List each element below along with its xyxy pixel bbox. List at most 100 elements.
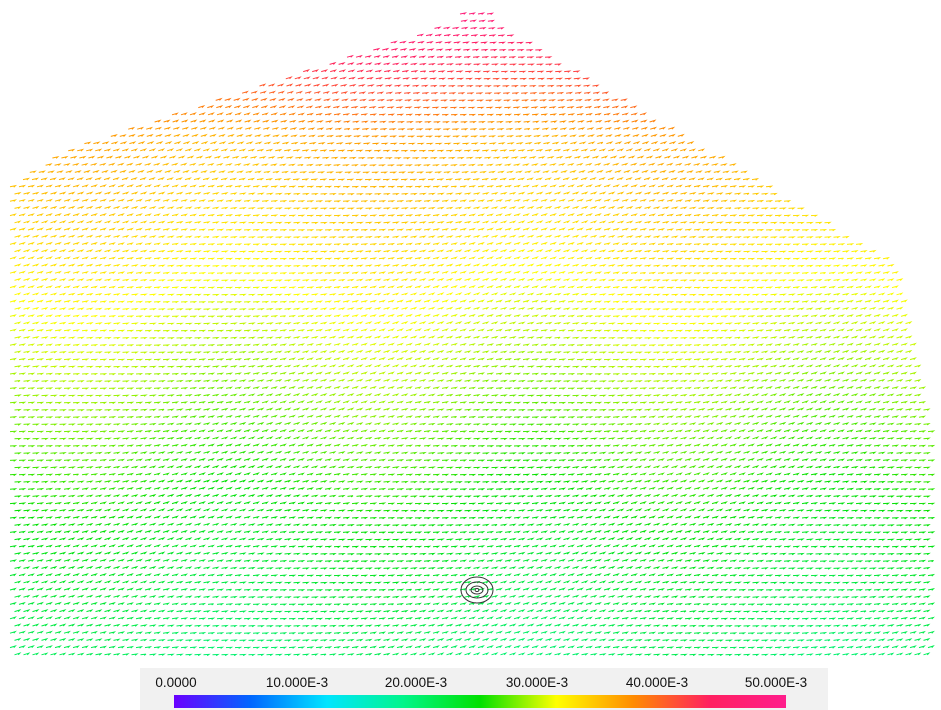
vector-arrow xyxy=(612,344,621,347)
vector-arrow xyxy=(742,177,751,181)
vector-arrow xyxy=(392,264,400,267)
vector-arrow xyxy=(675,242,684,246)
vector-arrow xyxy=(509,292,517,296)
vector-arrow xyxy=(650,126,658,130)
vector-arrow xyxy=(774,428,782,433)
vector-arrow xyxy=(254,134,262,137)
vector-arrow xyxy=(275,465,283,469)
vector-arrow xyxy=(522,358,531,361)
vector-arrow xyxy=(176,436,184,440)
vector-arrow xyxy=(531,387,540,390)
vector-arrow xyxy=(574,155,582,159)
vector-arrow xyxy=(828,414,836,418)
vector-arrow xyxy=(635,394,643,397)
vector-arrow xyxy=(491,263,499,267)
vector-arrow xyxy=(306,371,314,375)
vector-arrow xyxy=(765,272,774,275)
vector-arrow xyxy=(734,421,742,425)
vector-arrow xyxy=(590,322,598,325)
vector-arrow xyxy=(401,393,409,397)
vector-arrow xyxy=(239,206,247,210)
vector-arrow xyxy=(342,113,351,116)
vector-arrow xyxy=(468,313,476,317)
vector-arrow xyxy=(662,148,670,152)
vector-arrow xyxy=(423,256,431,260)
vector-arrow xyxy=(535,49,543,52)
vector-arrow xyxy=(824,407,832,411)
vector-arrow xyxy=(496,120,504,124)
vector-arrow xyxy=(275,221,283,225)
vector-arrow xyxy=(378,200,387,203)
vector-arrow xyxy=(486,445,495,448)
vector-arrow xyxy=(504,299,512,303)
vector-arrow xyxy=(113,234,121,238)
vector-arrow xyxy=(473,234,481,238)
vector-arrow xyxy=(86,351,94,354)
vector-arrow xyxy=(576,444,585,448)
vector-arrow xyxy=(644,337,652,340)
vector-arrow xyxy=(495,459,504,462)
vector-arrow xyxy=(225,257,234,261)
vector-arrow xyxy=(608,322,616,325)
vector-arrow xyxy=(437,364,445,368)
vector-arrow xyxy=(527,466,535,469)
vector-arrow xyxy=(95,437,103,440)
vector-arrow xyxy=(482,306,490,310)
vector-arrow xyxy=(158,220,166,224)
vector-arrow xyxy=(356,436,364,440)
vector-arrow xyxy=(275,350,283,354)
vector-arrow xyxy=(171,358,180,361)
vector-arrow xyxy=(405,386,413,389)
vector-arrow xyxy=(284,436,292,440)
vector-arrow xyxy=(747,243,756,246)
vector-arrow xyxy=(846,271,854,275)
vector-arrow xyxy=(95,148,103,152)
vector-arrow xyxy=(351,342,359,346)
vector-arrow xyxy=(698,206,706,210)
vector-arrow xyxy=(576,344,585,347)
vector-arrow xyxy=(472,48,480,52)
vector-arrow xyxy=(549,285,557,289)
vector-arrow xyxy=(467,99,475,102)
vector-arrow xyxy=(356,278,364,282)
vector-arrow xyxy=(770,264,778,268)
vector-arrow xyxy=(446,306,454,310)
vector-arrow xyxy=(387,285,395,289)
vector-arrow xyxy=(684,228,693,231)
vector-arrow xyxy=(459,313,467,317)
vector-arrow xyxy=(517,56,526,59)
vector-arrow xyxy=(621,286,628,289)
vector-arrow xyxy=(747,185,756,188)
vector-arrow xyxy=(275,293,283,297)
vector-arrow xyxy=(531,198,539,202)
vector-arrow xyxy=(122,148,130,152)
vector-arrow xyxy=(63,162,71,166)
vector-arrow xyxy=(756,457,764,461)
vector-arrow xyxy=(140,308,148,311)
vector-arrow xyxy=(108,256,117,260)
vector-arrow xyxy=(374,264,382,267)
vector-arrow xyxy=(347,236,355,239)
vector-arrow xyxy=(131,394,139,397)
vector-arrow xyxy=(702,443,710,447)
vector-arrow xyxy=(558,314,567,318)
vector-arrow xyxy=(801,286,808,289)
vector-arrow xyxy=(212,351,220,354)
vector-arrow xyxy=(364,54,372,58)
vector-arrow xyxy=(536,365,544,368)
vector-arrow xyxy=(302,436,310,440)
vector-arrow xyxy=(198,344,207,347)
vector-arrow xyxy=(536,263,544,267)
vector-arrow xyxy=(115,155,123,159)
vector-arrow xyxy=(513,314,521,317)
vector-arrow xyxy=(810,328,819,332)
vector-arrow xyxy=(747,357,756,361)
vector-arrow xyxy=(86,409,94,412)
vector-arrow xyxy=(63,212,71,217)
vector-arrow xyxy=(212,322,220,325)
vector-arrow xyxy=(864,313,872,317)
vector-arrow xyxy=(126,227,134,231)
vector-arrow xyxy=(189,184,197,188)
vector-arrow xyxy=(320,192,328,196)
vector-arrow xyxy=(131,422,139,426)
